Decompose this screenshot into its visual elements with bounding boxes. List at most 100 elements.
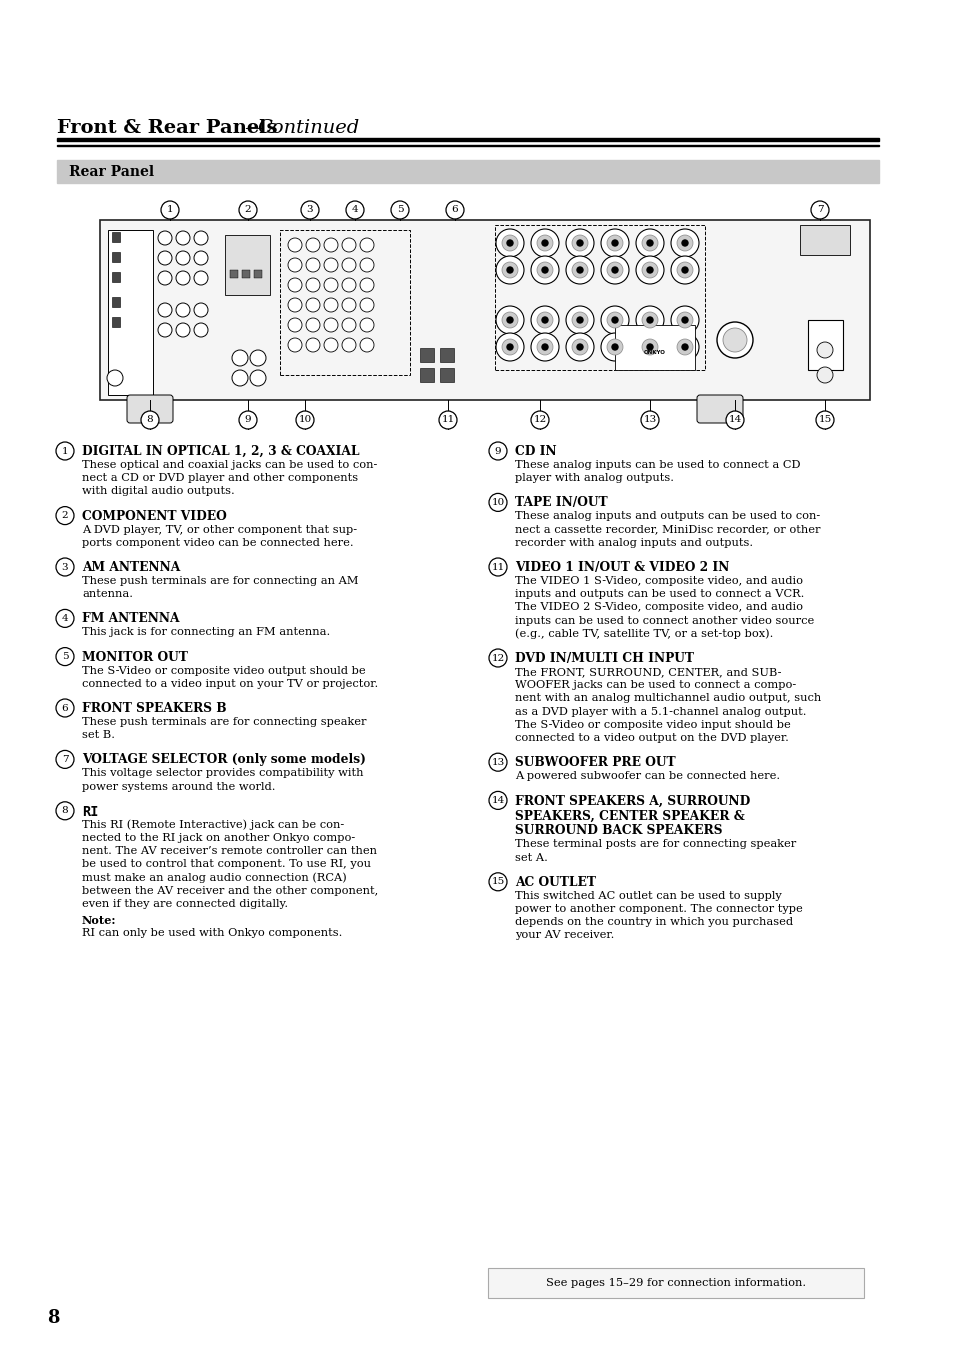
Circle shape	[306, 338, 319, 353]
Circle shape	[324, 258, 337, 272]
Text: 7: 7	[62, 755, 69, 763]
Circle shape	[612, 240, 618, 246]
Text: SPEAKERS, CENTER SPEAKER &: SPEAKERS, CENTER SPEAKER &	[515, 809, 744, 823]
Circle shape	[341, 238, 355, 253]
Text: nent with an analog multichannel audio output, such: nent with an analog multichannel audio o…	[515, 693, 821, 704]
Text: Note:: Note:	[82, 915, 116, 927]
Circle shape	[175, 272, 190, 285]
Text: FRONT SPEAKERS A, SURROUND: FRONT SPEAKERS A, SURROUND	[515, 794, 749, 808]
Text: ONKYO: ONKYO	[643, 350, 665, 354]
Circle shape	[56, 507, 74, 524]
Text: as a DVD player with a 5.1-channel analog output.: as a DVD player with a 5.1-channel analo…	[515, 707, 805, 716]
Circle shape	[341, 338, 355, 353]
Circle shape	[670, 332, 699, 361]
Circle shape	[306, 278, 319, 292]
Bar	[280, 230, 410, 376]
Text: AC OUTLET: AC OUTLET	[515, 875, 596, 889]
Text: 15: 15	[491, 877, 504, 886]
Circle shape	[636, 230, 663, 257]
Circle shape	[56, 558, 74, 576]
Circle shape	[295, 411, 314, 430]
Text: 8: 8	[62, 807, 69, 815]
Circle shape	[531, 230, 558, 257]
Circle shape	[677, 339, 692, 355]
Circle shape	[341, 258, 355, 272]
Circle shape	[506, 345, 513, 350]
Circle shape	[489, 493, 506, 512]
Circle shape	[816, 342, 832, 358]
Circle shape	[641, 312, 658, 328]
Circle shape	[175, 231, 190, 245]
Text: antenna.: antenna.	[82, 589, 132, 600]
Circle shape	[646, 267, 652, 273]
Circle shape	[489, 792, 506, 809]
Text: VOLTAGE SELECTOR (only some models): VOLTAGE SELECTOR (only some models)	[82, 754, 366, 766]
Text: depends on the country in which you purchased: depends on the country in which you purc…	[515, 917, 792, 927]
Text: FRONT SPEAKERS B: FRONT SPEAKERS B	[82, 703, 226, 715]
Circle shape	[56, 609, 74, 627]
Circle shape	[541, 345, 547, 350]
Circle shape	[306, 238, 319, 253]
Circle shape	[577, 345, 582, 350]
Circle shape	[606, 235, 622, 251]
Circle shape	[577, 267, 582, 273]
Circle shape	[232, 370, 248, 386]
Text: 11: 11	[441, 416, 455, 424]
Text: power systems around the world.: power systems around the world.	[82, 782, 275, 792]
Text: (e.g., cable TV, satellite TV, or a set-top box).: (e.g., cable TV, satellite TV, or a set-…	[515, 628, 773, 639]
Circle shape	[250, 350, 266, 366]
Text: nect a cassette recorder, MiniDisc recorder, or other: nect a cassette recorder, MiniDisc recor…	[515, 524, 820, 535]
Circle shape	[506, 267, 513, 273]
Circle shape	[288, 299, 302, 312]
Text: These optical and coaxial jacks can be used to con-: These optical and coaxial jacks can be u…	[82, 459, 377, 470]
Text: These push terminals are for connecting speaker: These push terminals are for connecting …	[82, 717, 366, 727]
Text: 10: 10	[298, 416, 312, 424]
Text: connected to a video output on the DVD player.: connected to a video output on the DVD p…	[515, 734, 788, 743]
Circle shape	[565, 230, 594, 257]
Circle shape	[641, 262, 658, 278]
Circle shape	[341, 299, 355, 312]
Text: The S-Video or composite video input should be: The S-Video or composite video input sho…	[515, 720, 790, 730]
Text: nect a CD or DVD player and other components: nect a CD or DVD player and other compon…	[82, 473, 357, 484]
Circle shape	[489, 442, 506, 459]
Bar	[112, 272, 120, 282]
Circle shape	[600, 255, 628, 284]
Circle shape	[324, 338, 337, 353]
Text: MONITOR OUT: MONITOR OUT	[82, 651, 188, 663]
Circle shape	[161, 201, 179, 219]
Circle shape	[677, 312, 692, 328]
Text: 11: 11	[491, 562, 504, 571]
Circle shape	[56, 750, 74, 769]
Circle shape	[341, 278, 355, 292]
Circle shape	[612, 267, 618, 273]
Circle shape	[496, 255, 523, 284]
Bar	[242, 270, 250, 278]
Text: recorder with analog inputs and outputs.: recorder with analog inputs and outputs.	[515, 538, 752, 547]
Text: 10: 10	[491, 499, 504, 507]
Circle shape	[158, 303, 172, 317]
Text: FM ANTENNA: FM ANTENNA	[82, 612, 179, 626]
Circle shape	[506, 317, 513, 323]
Circle shape	[306, 299, 319, 312]
Circle shape	[681, 240, 687, 246]
Circle shape	[501, 262, 517, 278]
Bar	[439, 367, 454, 382]
FancyBboxPatch shape	[127, 394, 172, 423]
Circle shape	[306, 317, 319, 332]
Circle shape	[288, 258, 302, 272]
Text: 12: 12	[533, 416, 546, 424]
Circle shape	[288, 278, 302, 292]
Circle shape	[636, 332, 663, 361]
Circle shape	[722, 328, 746, 353]
Circle shape	[640, 411, 659, 430]
Circle shape	[489, 873, 506, 890]
Circle shape	[239, 411, 256, 430]
Text: power to another component. The connector type: power to another component. The connecto…	[515, 904, 801, 915]
Bar	[419, 349, 434, 362]
Circle shape	[572, 339, 587, 355]
Circle shape	[641, 235, 658, 251]
Circle shape	[359, 278, 374, 292]
Circle shape	[681, 345, 687, 350]
Text: This voltage selector provides compatibility with: This voltage selector provides compatibi…	[82, 769, 363, 778]
Text: with digital audio outputs.: with digital audio outputs.	[82, 486, 234, 496]
